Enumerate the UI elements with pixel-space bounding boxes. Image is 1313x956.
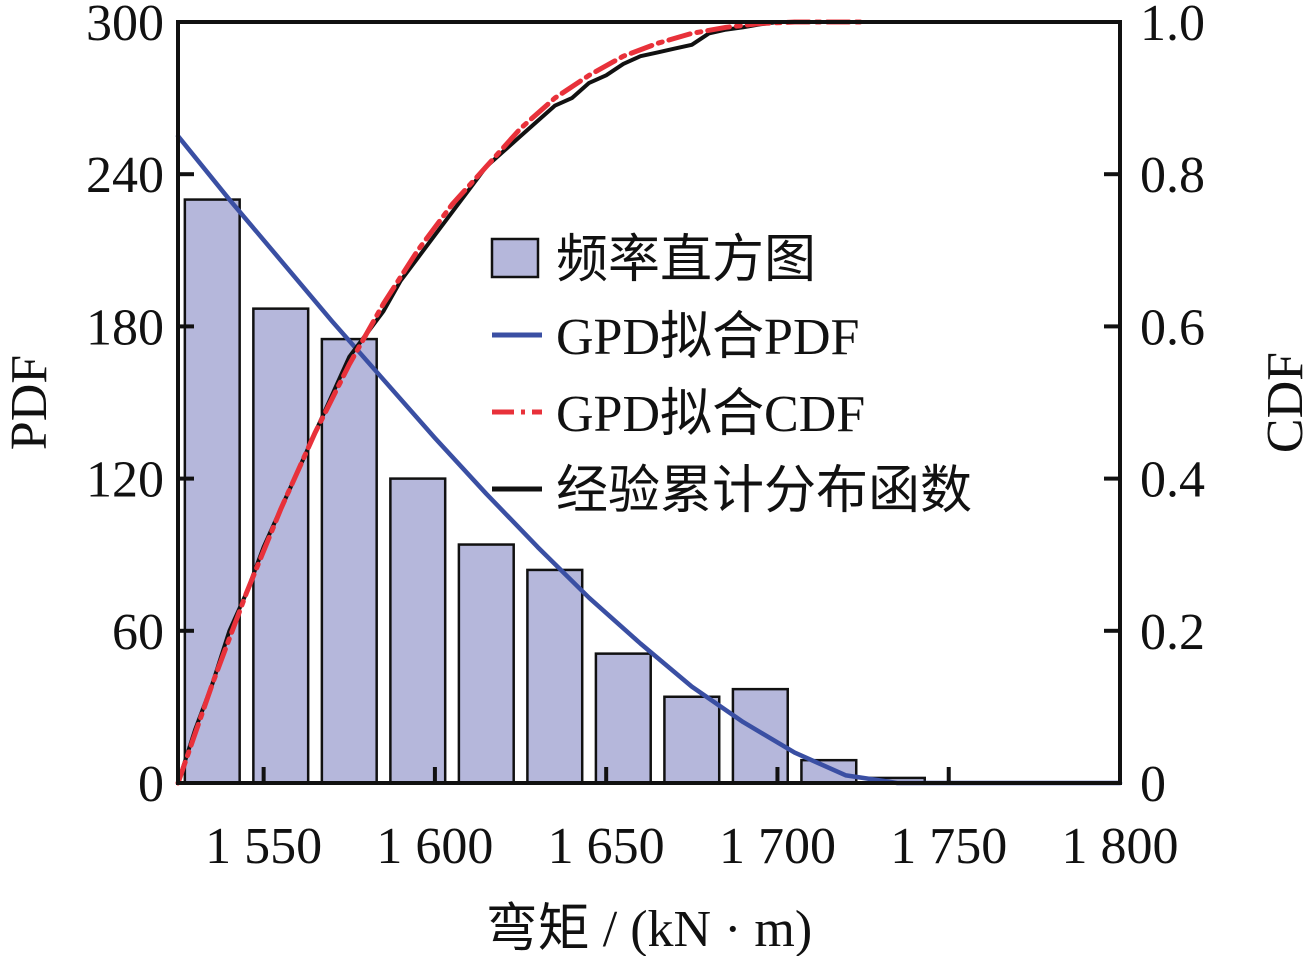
y-right-tick-label-4: 0.6 xyxy=(1140,299,1205,356)
y-right-axis-title: CDF xyxy=(1257,352,1313,453)
x-tick-label-4: 1 700 xyxy=(719,818,836,875)
histogram-bar-1 xyxy=(183,198,241,785)
x-axis-title: 弯矩 / (kN · m) xyxy=(486,900,812,956)
legend-item-1: 频率直方图 xyxy=(490,232,816,289)
plot-frame xyxy=(176,20,1122,785)
legend-label-3: GPD拟合CDF xyxy=(556,386,865,443)
x-tick-label-5: 1 750 xyxy=(890,818,1007,875)
legend: 频率直方图 GPD拟合PDF GPD拟合CDF 经验累计分布函数 xyxy=(490,232,972,520)
legend-label-4: 经验累计分布函数 xyxy=(556,463,972,520)
histogram-bar-6 xyxy=(526,568,584,785)
legend-item-4: 经验累计分布函数 xyxy=(492,463,972,520)
histogram-bar-4 xyxy=(389,477,447,785)
x-tick-label-1: 1 550 xyxy=(205,818,322,875)
x-tick-label-6: 1 800 xyxy=(1062,818,1179,875)
axis-ticks xyxy=(178,20,1122,785)
series-line-2 xyxy=(175,19,866,786)
y-right-tick-label-5: 0.8 xyxy=(1140,147,1205,204)
y-left-tick-label-4: 180 xyxy=(86,299,164,356)
histogram-bar-10 xyxy=(800,758,858,785)
legend-item-3: GPD拟合CDF xyxy=(492,386,865,443)
y-right-tick-label-2: 0.2 xyxy=(1140,604,1205,661)
histogram-bar-5 xyxy=(457,543,515,785)
y-left-tick-label-5: 240 xyxy=(86,147,164,204)
y-left-tick-label-6: 300 xyxy=(86,0,164,52)
y-right-tick-label-6: 1.0 xyxy=(1140,0,1205,52)
x-tick-label-3: 1 650 xyxy=(548,818,665,875)
y-left-tick-label-2: 60 xyxy=(112,604,164,661)
x-tick-label-2: 1 600 xyxy=(376,818,493,875)
legend-item-2: GPD拟合PDF xyxy=(492,309,859,366)
y-left-tick-label-3: 120 xyxy=(86,452,164,509)
legend-swatch-1 xyxy=(490,237,540,279)
legend-label-2: GPD拟合PDF xyxy=(556,309,859,366)
histogram-bar-9 xyxy=(731,687,789,785)
y-left-axis-title: PDF xyxy=(1,355,58,450)
y-left-tick-label-1: 0 xyxy=(138,756,164,813)
histogram-bar-8 xyxy=(663,695,721,785)
axis-tick-labels: 1 550 1 600 1 650 1 700 1 750 1 8000601201802… xyxy=(86,0,1205,875)
y-right-tick-label-3: 0.4 xyxy=(1140,452,1205,509)
histogram-bar-2 xyxy=(252,307,310,785)
legend-label-1: 频率直方图 xyxy=(556,232,816,289)
y-right-tick-label-1: 0 xyxy=(1140,756,1166,813)
histogram-bar-7 xyxy=(594,652,652,785)
